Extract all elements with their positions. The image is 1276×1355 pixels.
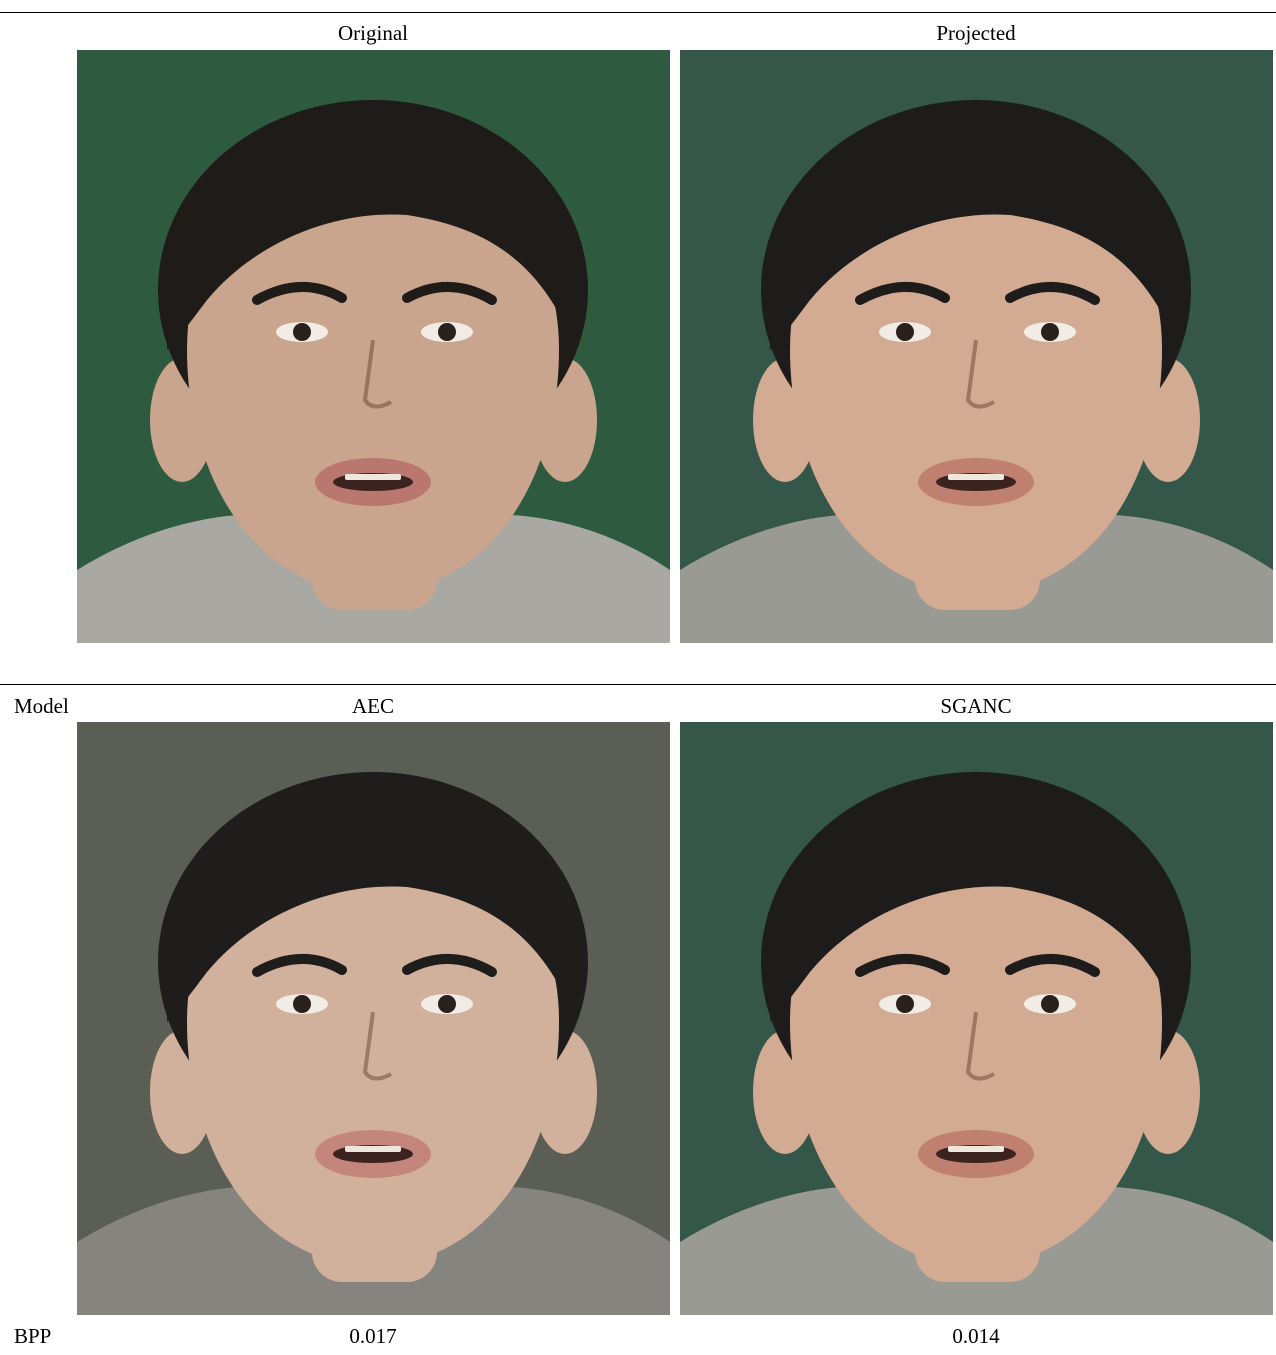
sganc-face-image xyxy=(680,722,1273,1315)
header-sganc: SGANC xyxy=(940,694,1012,718)
row-label-bpp: BPP xyxy=(14,1324,52,1348)
top-rule xyxy=(0,12,1276,13)
header-original: Original xyxy=(338,21,408,45)
projected-face-image xyxy=(680,50,1273,643)
row-label-model: Model xyxy=(14,694,69,718)
header-aec: AEC xyxy=(352,694,394,718)
aec-face-image xyxy=(77,722,670,1315)
original-face-image xyxy=(77,50,670,643)
header-projected: Projected xyxy=(936,21,1016,45)
bpp-value-sganc: 0.014 xyxy=(952,1324,1000,1348)
middle-rule xyxy=(0,684,1276,685)
bpp-value-aec: 0.017 xyxy=(349,1324,397,1348)
